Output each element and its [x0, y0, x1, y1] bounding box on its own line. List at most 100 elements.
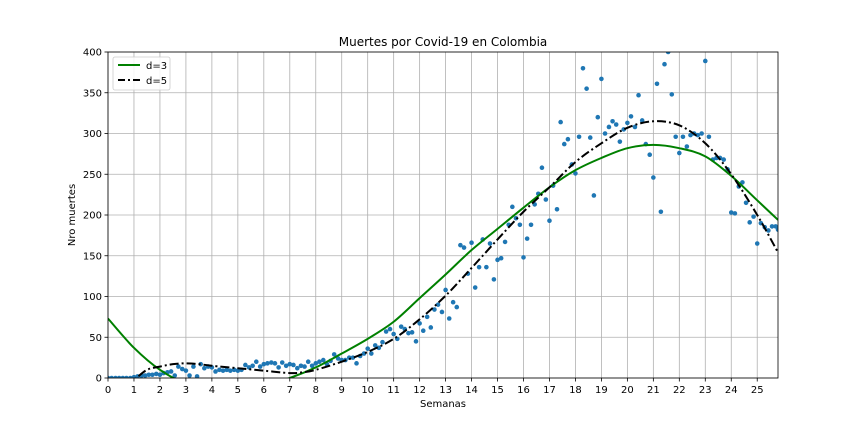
data-point	[428, 325, 434, 330]
data-point	[131, 374, 137, 378]
data-point	[728, 210, 734, 215]
x-tick-label: 20	[621, 385, 634, 396]
data-point	[179, 366, 185, 372]
data-point	[539, 165, 545, 171]
data-point	[595, 114, 601, 120]
data-point	[176, 364, 181, 369]
data-point	[547, 218, 552, 224]
data-point	[498, 255, 504, 261]
data-point	[309, 363, 315, 369]
x-tick-label: 14	[465, 385, 478, 396]
data-point	[253, 359, 259, 365]
data-point	[302, 364, 307, 369]
data-point	[461, 245, 467, 250]
data-point	[261, 361, 267, 367]
x-tick-label: 8	[313, 385, 319, 396]
data-point	[265, 361, 270, 366]
data-point	[272, 361, 278, 366]
data-point	[380, 339, 385, 345]
data-point	[420, 328, 426, 334]
data-point	[495, 257, 500, 263]
data-point	[369, 351, 374, 356]
data-point	[743, 200, 749, 206]
data-point	[291, 362, 296, 368]
data-point	[295, 365, 300, 371]
data-point	[651, 175, 656, 180]
data-point	[558, 119, 563, 125]
x-tick-label: 15	[491, 385, 504, 396]
data-point	[146, 372, 152, 378]
data-point	[695, 132, 701, 138]
data-point	[610, 118, 615, 124]
data-point	[128, 375, 133, 378]
x-tick-label: 22	[673, 385, 686, 396]
x-axis: 0 1 2 3 4 5 6 7 8 9 10 11 12 13 14 15 16 17 18 19 20 21 22 23 24…	[105, 378, 764, 396]
data-point	[269, 360, 274, 365]
data-point	[502, 239, 508, 245]
data-point	[677, 150, 682, 156]
data-point	[628, 114, 634, 119]
data-point	[450, 299, 456, 305]
data-point	[331, 352, 337, 357]
data-point	[409, 330, 415, 335]
data-point	[213, 369, 218, 374]
y-tick-label: 50	[89, 333, 102, 344]
data-point	[636, 92, 641, 98]
data-point	[654, 81, 660, 87]
data-point	[109, 375, 114, 378]
data-point	[194, 374, 200, 378]
data-point	[313, 361, 319, 366]
data-point	[168, 369, 174, 374]
x-tick-label: 16	[517, 385, 530, 396]
data-point	[365, 346, 370, 351]
y-tick-label: 0	[96, 374, 102, 385]
data-point	[287, 361, 293, 367]
y-tick-label: 250	[83, 170, 102, 181]
x-tick-label: 9	[339, 385, 345, 396]
data-point	[398, 324, 404, 329]
data-point	[257, 364, 263, 369]
x-tick-label: 21	[647, 385, 660, 396]
data-point	[387, 326, 393, 332]
data-point	[372, 343, 378, 348]
y-tick-label: 100	[83, 292, 102, 303]
data-point	[688, 132, 693, 138]
data-point	[472, 285, 478, 290]
data-point	[599, 76, 604, 82]
data-point	[235, 368, 241, 373]
x-tick-label: 0	[105, 385, 111, 396]
x-tick-label: 6	[261, 385, 267, 396]
data-point	[243, 362, 248, 368]
legend-label-d3: d=3	[146, 61, 167, 72]
data-point	[561, 141, 567, 147]
data-point	[187, 373, 192, 378]
data-point	[142, 373, 148, 378]
series-line-d3	[108, 143, 778, 378]
x-tick-label: 25	[751, 385, 764, 396]
data-point	[702, 58, 708, 64]
data-point	[283, 363, 289, 369]
data-point	[454, 304, 460, 310]
y-axis-title: Nro muertes	[67, 184, 78, 246]
data-point	[721, 157, 727, 162]
x-tick-label: 11	[387, 385, 400, 396]
data-point	[391, 331, 396, 337]
data-point	[298, 363, 304, 369]
data-point	[469, 240, 474, 246]
data-point	[775, 227, 778, 232]
data-point	[154, 371, 159, 377]
data-point	[202, 365, 207, 371]
x-tick-label: 13	[439, 385, 452, 396]
data-point	[228, 368, 233, 373]
data-point	[554, 206, 560, 212]
data-point	[584, 86, 589, 91]
series-lines	[108, 120, 778, 378]
data-point	[543, 197, 549, 202]
data-point	[524, 236, 530, 241]
x-tick-label: 10	[361, 385, 374, 396]
data-point	[476, 264, 482, 270]
y-tick-label: 400	[83, 48, 102, 59]
y-tick-label: 200	[83, 211, 102, 222]
x-tick-label: 3	[183, 385, 189, 396]
legend-label-d5: d=5	[146, 76, 167, 87]
